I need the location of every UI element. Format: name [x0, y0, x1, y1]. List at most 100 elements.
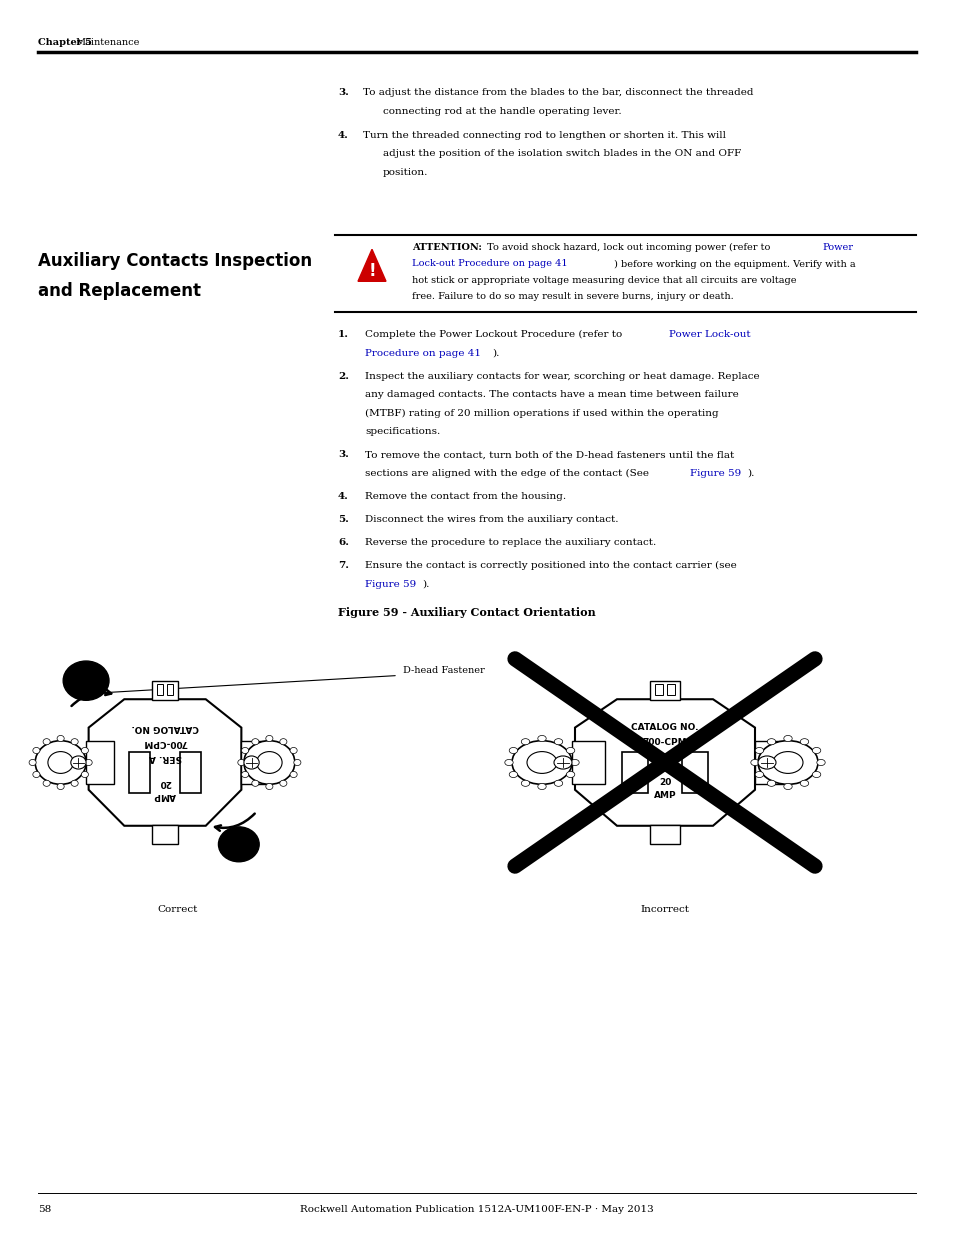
Text: any damaged contacts. The contacts have a mean time between failure: any damaged contacts. The contacts have …: [365, 390, 738, 399]
Circle shape: [800, 781, 808, 787]
Bar: [129, 752, 151, 793]
Text: SER. A: SER. A: [648, 752, 680, 762]
Text: ).: ).: [492, 348, 498, 357]
Text: Maintenance: Maintenance: [75, 38, 139, 47]
Text: Power Lock-out: Power Lock-out: [668, 330, 750, 338]
Text: specifications.: specifications.: [365, 427, 439, 436]
Text: connecting rod at the handle operating lever.: connecting rod at the handle operating l…: [382, 106, 621, 116]
Circle shape: [63, 661, 109, 700]
Circle shape: [800, 739, 808, 745]
Circle shape: [57, 736, 64, 741]
Circle shape: [71, 781, 78, 787]
Text: sections are aligned with the edge of the contact (See: sections are aligned with the edge of th…: [365, 469, 652, 478]
Text: and Replacement: and Replacement: [38, 282, 201, 300]
Circle shape: [218, 827, 259, 862]
Text: To adjust the distance from the blades to the bar, disconnect the threaded: To adjust the distance from the blades t…: [363, 88, 753, 98]
Text: 3.: 3.: [337, 88, 349, 98]
Circle shape: [279, 739, 287, 745]
Text: 1.: 1.: [337, 330, 349, 338]
Circle shape: [290, 747, 297, 753]
Circle shape: [537, 736, 546, 741]
Text: Figure 59 - Auxiliary Contact Orientation: Figure 59 - Auxiliary Contact Orientatio…: [337, 608, 595, 619]
Circle shape: [252, 739, 258, 745]
Text: CATALOG NO.: CATALOG NO.: [132, 722, 198, 732]
Circle shape: [504, 760, 513, 766]
Circle shape: [755, 747, 762, 753]
Text: 5.: 5.: [337, 515, 349, 524]
Bar: [86, 741, 114, 784]
Circle shape: [266, 783, 273, 789]
Circle shape: [29, 760, 36, 766]
Bar: [167, 684, 173, 695]
Circle shape: [566, 747, 574, 753]
Text: To avoid shock hazard, lock out incoming power (refer to: To avoid shock hazard, lock out incoming…: [483, 243, 773, 252]
Circle shape: [241, 747, 249, 753]
Bar: [649, 680, 679, 700]
Bar: [152, 680, 177, 700]
Text: Disconnect the wires from the auxiliary contact.: Disconnect the wires from the auxiliary …: [365, 515, 618, 524]
Text: Auxiliary Contacts Inspection: Auxiliary Contacts Inspection: [38, 252, 312, 270]
Text: CATALOG NO.: CATALOG NO.: [631, 722, 698, 732]
Circle shape: [537, 783, 546, 789]
Text: Inspect the auxiliary contacts for wear, scorching or heat damage. Replace: Inspect the auxiliary contacts for wear,…: [365, 372, 759, 380]
Text: To remove the contact, turn both of the D-head fasteners until the flat: To remove the contact, turn both of the …: [365, 451, 734, 459]
Circle shape: [812, 772, 820, 778]
Circle shape: [85, 760, 92, 766]
Bar: [572, 741, 604, 784]
Circle shape: [48, 752, 73, 773]
Text: Procedure on page 41: Procedure on page 41: [365, 348, 480, 357]
Circle shape: [71, 739, 78, 745]
Text: 20: 20: [158, 778, 171, 787]
Text: ).: ).: [746, 469, 754, 478]
Polygon shape: [89, 699, 241, 826]
Circle shape: [290, 772, 297, 778]
Circle shape: [750, 760, 759, 766]
Circle shape: [512, 741, 572, 784]
Text: free. Failure to do so may result in severe burns, injury or death.: free. Failure to do so may result in sev…: [412, 293, 733, 301]
Bar: [156, 684, 163, 695]
Circle shape: [554, 781, 562, 787]
Circle shape: [244, 741, 294, 784]
Circle shape: [509, 772, 517, 778]
Polygon shape: [357, 249, 386, 282]
Circle shape: [279, 781, 287, 787]
Bar: [681, 752, 707, 793]
Text: (MTBF) rating of 20 million operations if used within the operating: (MTBF) rating of 20 million operations i…: [365, 409, 718, 417]
Text: 6.: 6.: [337, 538, 349, 547]
Text: hot stick or appropriate voltage measuring device that all circuits are voltage: hot stick or appropriate voltage measuri…: [412, 275, 796, 285]
Circle shape: [758, 741, 817, 784]
Text: Figure 59: Figure 59: [689, 469, 740, 478]
Circle shape: [783, 783, 791, 789]
Bar: [655, 684, 662, 695]
Text: Rockwell Automation Publication 1512A-UM100F-EN-P · May 2013: Rockwell Automation Publication 1512A-UM…: [300, 1205, 653, 1214]
Circle shape: [566, 772, 574, 778]
Circle shape: [244, 756, 259, 769]
Bar: [649, 825, 679, 845]
Text: 20: 20: [659, 778, 671, 787]
Text: Chapter 5: Chapter 5: [38, 38, 91, 47]
Text: Correct: Correct: [157, 904, 198, 914]
Bar: [179, 752, 201, 793]
Circle shape: [294, 760, 300, 766]
Text: 7.: 7.: [337, 561, 349, 571]
Text: Remove the contact from the housing.: Remove the contact from the housing.: [365, 492, 565, 501]
Text: Reverse the procedure to replace the auxiliary contact.: Reverse the procedure to replace the aux…: [365, 538, 656, 547]
Circle shape: [256, 752, 282, 773]
Circle shape: [81, 747, 89, 753]
Circle shape: [57, 783, 64, 789]
Text: Turn the threaded connecting rod to lengthen or shorten it. This will: Turn the threaded connecting rod to leng…: [363, 131, 725, 140]
Text: 700-CPM: 700-CPM: [143, 739, 187, 747]
Circle shape: [43, 739, 51, 745]
Bar: [241, 741, 269, 784]
Text: 3.: 3.: [337, 451, 349, 459]
Circle shape: [32, 747, 40, 753]
Circle shape: [32, 772, 40, 778]
Circle shape: [241, 772, 249, 778]
Text: AMP: AMP: [153, 790, 176, 800]
Circle shape: [520, 781, 529, 787]
Bar: [621, 752, 647, 793]
Circle shape: [766, 739, 775, 745]
Circle shape: [252, 781, 258, 787]
Circle shape: [570, 760, 578, 766]
Circle shape: [772, 752, 802, 773]
